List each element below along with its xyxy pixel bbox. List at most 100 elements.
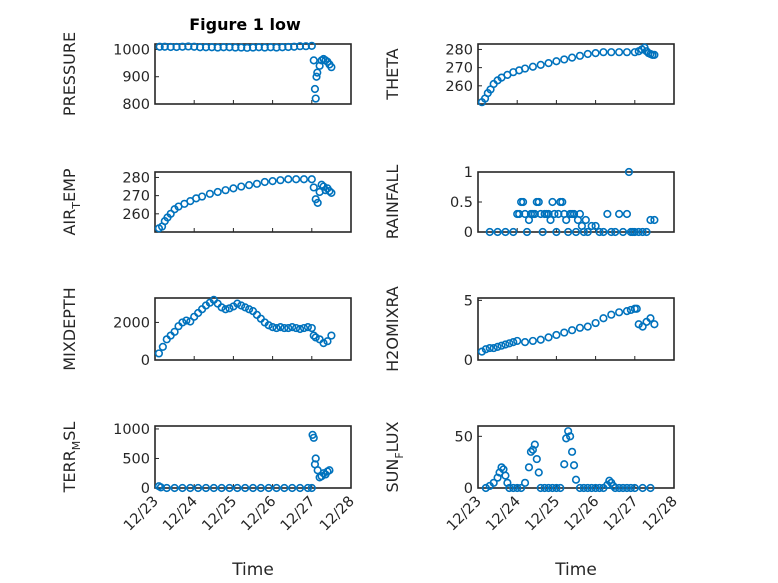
data-point — [642, 227, 651, 237]
data-point — [509, 338, 518, 347]
data-point — [611, 483, 620, 493]
data-point — [309, 56, 318, 65]
data-point — [237, 182, 246, 191]
data-point — [562, 215, 571, 225]
data-point — [485, 343, 494, 353]
data-point — [615, 308, 624, 317]
data-point — [534, 197, 543, 207]
data-point — [520, 478, 530, 487]
data-point — [225, 483, 234, 493]
x-tick-label: 12/26 — [239, 494, 280, 535]
data-point — [581, 215, 590, 225]
data-point — [591, 318, 600, 328]
data-point — [244, 305, 254, 314]
data-point — [481, 345, 490, 354]
data-point — [544, 58, 553, 68]
data-point — [558, 197, 567, 207]
data-point — [233, 299, 242, 308]
data-point — [538, 227, 547, 237]
data-point — [615, 48, 624, 57]
data-point — [178, 483, 187, 493]
subplot-mixdepth: 0 2000 MIXDEPTH — [60, 287, 352, 371]
data-point — [552, 57, 561, 66]
series-points — [154, 175, 336, 233]
data-point — [268, 176, 277, 186]
x-axis-label: Time — [554, 560, 597, 580]
y-axis-label: AIRTEMP — [60, 168, 83, 235]
data-point — [292, 323, 301, 333]
y-tick-label: 500 — [122, 451, 150, 467]
data-point — [299, 175, 309, 184]
data-point — [213, 187, 222, 197]
data-point — [646, 215, 655, 225]
data-point — [615, 483, 624, 493]
y-tick-label: 260 — [445, 79, 473, 95]
data-point — [569, 461, 579, 470]
data-point — [626, 483, 635, 493]
data-point — [501, 340, 510, 349]
data-point — [575, 483, 585, 493]
data-point — [209, 483, 218, 493]
data-point — [312, 72, 321, 81]
y-axis-label: PRESSURE — [60, 32, 79, 116]
x-tick-label: 12/27 — [601, 494, 642, 535]
axes-frame — [477, 425, 675, 489]
data-point — [536, 60, 545, 70]
data-point — [313, 68, 322, 77]
data-point — [485, 227, 494, 237]
data-point — [205, 189, 214, 198]
data-point — [618, 227, 628, 237]
data-point — [241, 483, 250, 493]
y-tick-label: 1000 — [113, 42, 150, 58]
data-point — [607, 48, 616, 57]
data-point — [634, 227, 643, 237]
data-point — [307, 483, 316, 493]
axes-frame — [154, 43, 352, 105]
data-point — [632, 304, 641, 313]
data-point — [605, 476, 614, 485]
data-point — [489, 478, 498, 487]
data-point — [622, 307, 632, 316]
data-point — [509, 227, 518, 237]
data-point — [309, 331, 318, 340]
data-point — [611, 227, 620, 237]
data-point — [583, 322, 592, 331]
data-point — [575, 51, 585, 60]
data-point — [288, 483, 297, 493]
data-point — [638, 483, 647, 493]
data-point — [225, 304, 234, 313]
y-tick-label: 280 — [122, 170, 150, 186]
data-point — [284, 323, 293, 333]
data-point — [276, 323, 285, 332]
data-point — [272, 323, 281, 333]
data-point — [505, 339, 514, 348]
data-point — [311, 454, 320, 463]
data-point — [325, 186, 334, 196]
data-point — [509, 483, 518, 493]
subplot-rainfall: 0 0.5 1 RAINFALL — [383, 165, 675, 241]
data-point — [229, 184, 238, 193]
y-tick-label: 0 — [464, 353, 473, 369]
data-point — [481, 483, 490, 493]
data-point — [587, 221, 596, 231]
series-points — [477, 304, 659, 356]
x-axis-label: Time — [231, 560, 274, 580]
y-axis-label: H2OMIXRA — [383, 286, 402, 372]
data-point — [622, 483, 632, 493]
data-point — [599, 314, 608, 323]
data-point — [567, 326, 577, 335]
data-point — [595, 483, 604, 493]
data-point — [323, 337, 332, 346]
y-tick-label: 0 — [141, 353, 150, 369]
data-point — [536, 483, 545, 493]
subplot-air-temp: 260 270 280 AIRTEMP — [60, 168, 352, 236]
x-tick-label: 12/23 — [444, 494, 485, 535]
data-point — [571, 227, 581, 237]
data-point — [248, 483, 258, 493]
data-point — [622, 48, 632, 57]
y-tick-label: 2000 — [113, 315, 150, 331]
data-point — [595, 227, 604, 237]
data-point — [292, 175, 301, 184]
data-point — [603, 209, 612, 219]
